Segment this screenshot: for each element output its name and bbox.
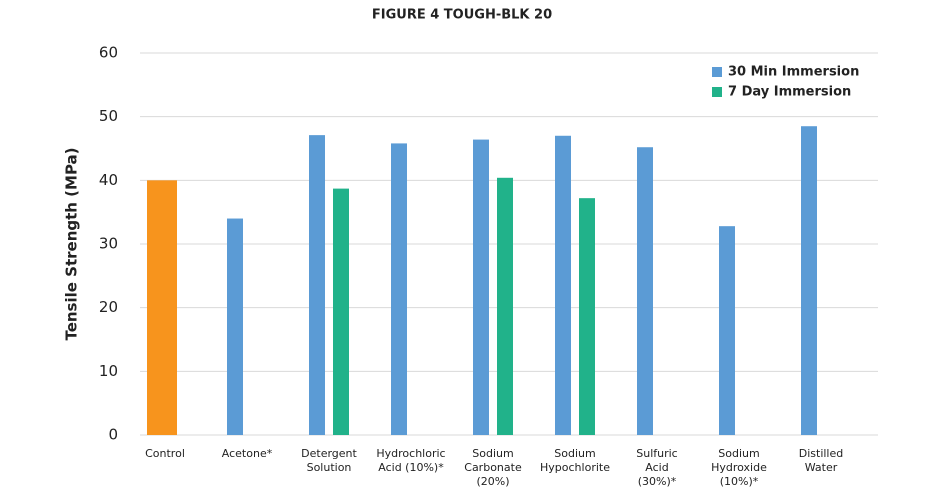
bar — [579, 198, 595, 435]
x-tick-label: Sodium Carbonate (20%) — [464, 447, 522, 488]
y-tick-label: 40 — [99, 171, 118, 189]
bar — [333, 188, 349, 435]
y-tick-label: 50 — [99, 107, 118, 125]
x-tick-label: Sulfuric Acid (30%)* — [636, 447, 678, 488]
y-tick-label: 0 — [108, 426, 118, 444]
y-tick-label: 20 — [99, 298, 118, 316]
bar — [227, 218, 243, 435]
bar — [391, 143, 407, 435]
legend-swatch — [712, 67, 722, 77]
x-tick-label: Sodium Hydroxide (10%)* — [711, 447, 767, 488]
bar — [719, 226, 735, 435]
legend-label: 30 Min Immersion — [728, 65, 859, 80]
bar — [309, 135, 325, 435]
x-tick-label: Control — [145, 447, 185, 460]
x-tick-label: Detergent Solution — [301, 447, 357, 474]
chart-title: FIGURE 4 TOUGH-BLK 20 — [372, 8, 552, 23]
y-tick-label: 60 — [99, 44, 118, 62]
y-tick-label: 10 — [99, 362, 118, 380]
legend-swatch — [712, 87, 722, 97]
bar — [497, 177, 513, 435]
x-tick-label: Hydrochloric Acid (10%)* — [376, 447, 446, 474]
y-tick-label: 30 — [99, 235, 118, 253]
bar — [147, 180, 177, 435]
x-tick-label: Distilled Water — [798, 447, 844, 474]
bar — [801, 126, 817, 435]
bar — [555, 135, 571, 435]
x-tick-label: Sodium Hypochlorite — [540, 447, 610, 474]
x-tick-label: Acetone* — [221, 447, 273, 460]
legend-label: 7 Day Immersion — [728, 85, 851, 100]
bar — [473, 139, 489, 435]
bar — [637, 147, 653, 435]
y-axis-title: Tensile Strength (MPa) — [63, 147, 81, 340]
